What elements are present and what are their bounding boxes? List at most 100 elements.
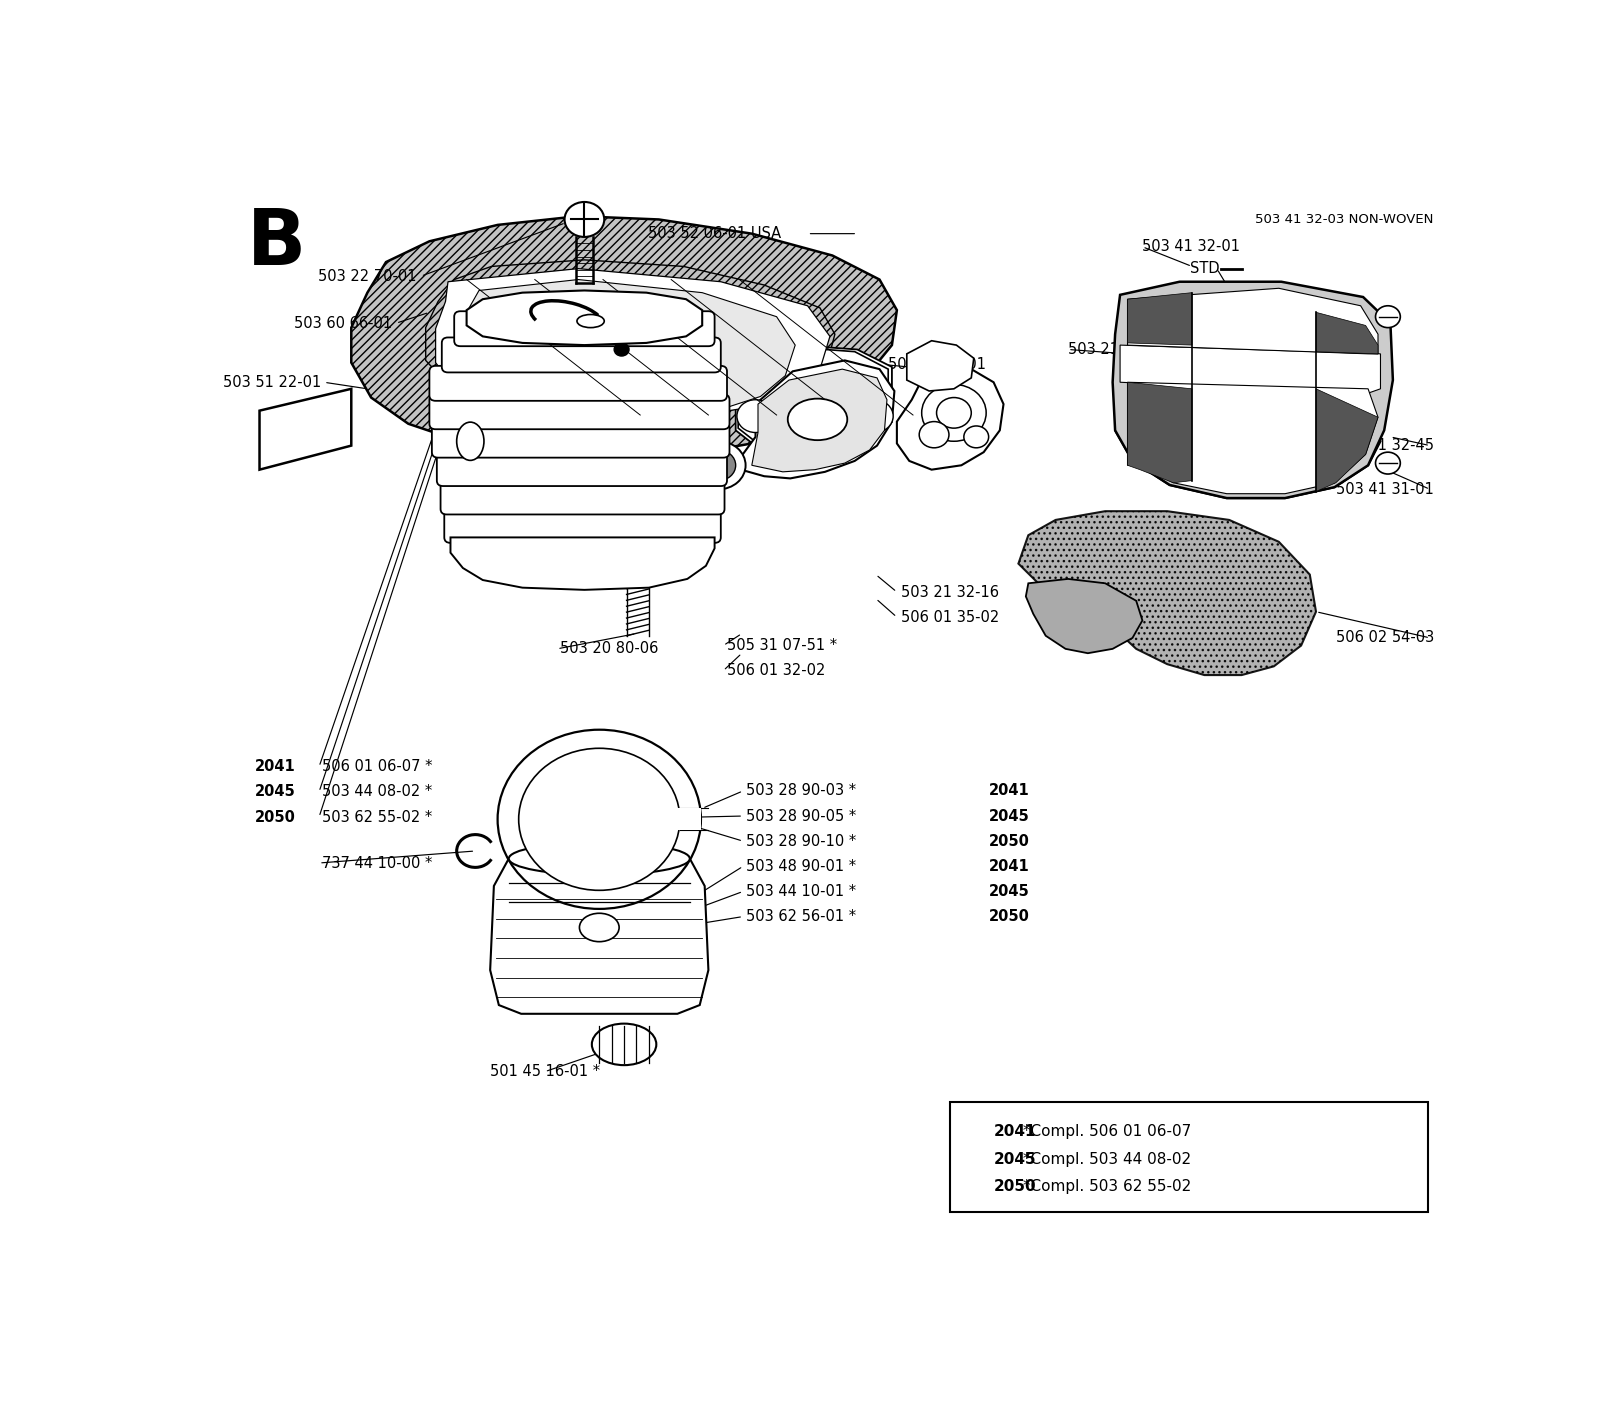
Text: 503 41 32-03 NON-WOVEN: 503 41 32-03 NON-WOVEN: [1256, 213, 1434, 226]
Text: 2041: 2041: [989, 783, 1029, 799]
Circle shape: [856, 400, 893, 433]
Text: 2045: 2045: [254, 785, 296, 799]
Polygon shape: [1315, 389, 1378, 491]
FancyBboxPatch shape: [429, 366, 726, 400]
Text: 506 02 54-03: 506 02 54-03: [1336, 630, 1434, 646]
Polygon shape: [907, 341, 974, 392]
Text: 503 21 32-16: 503 21 32-16: [1069, 342, 1166, 358]
Text: 503 28 31-01: 503 28 31-01: [888, 358, 986, 372]
Polygon shape: [1026, 579, 1142, 653]
Polygon shape: [1128, 288, 1378, 353]
Text: 2050: 2050: [254, 810, 296, 824]
Text: *Compl. 506 01 06-07: *Compl. 506 01 06-07: [1019, 1124, 1192, 1139]
Polygon shape: [898, 368, 1003, 470]
Text: 503 41 32-01: 503 41 32-01: [1142, 240, 1240, 254]
Text: 505 31 07-51 *: 505 31 07-51 *: [726, 639, 837, 653]
Ellipse shape: [456, 421, 483, 460]
Polygon shape: [490, 858, 709, 1013]
Polygon shape: [736, 345, 891, 457]
Circle shape: [691, 441, 746, 490]
FancyBboxPatch shape: [445, 508, 720, 543]
Text: 737 44 10-00 *: 737 44 10-00 *: [322, 856, 432, 870]
Text: 503 22 70-01: 503 22 70-01: [318, 268, 418, 284]
Polygon shape: [1115, 345, 1381, 498]
Text: 503 21 32-45: 503 21 32-45: [1336, 438, 1434, 453]
Circle shape: [701, 450, 736, 481]
Text: 506 01 35-02: 506 01 35-02: [901, 610, 998, 624]
Text: 503 44 10-01 *: 503 44 10-01 *: [746, 884, 856, 898]
Text: 503 21 32-16: 503 21 32-16: [901, 585, 998, 600]
Ellipse shape: [787, 399, 848, 440]
Circle shape: [498, 729, 701, 910]
Text: 506 01 06-07 *: 506 01 06-07 *: [322, 759, 432, 775]
Polygon shape: [259, 389, 352, 470]
FancyBboxPatch shape: [442, 338, 720, 372]
Text: 503 60 66-01: 503 60 66-01: [294, 316, 392, 331]
Circle shape: [565, 201, 605, 237]
Polygon shape: [451, 538, 715, 590]
Circle shape: [626, 543, 650, 566]
Polygon shape: [752, 369, 886, 473]
Polygon shape: [1128, 382, 1192, 482]
Polygon shape: [1315, 312, 1378, 353]
Text: 503 51 22-01: 503 51 22-01: [224, 375, 322, 390]
Text: 501 45 16-01 *: 501 45 16-01 *: [490, 1064, 600, 1080]
Text: 503 41 31-01: 503 41 31-01: [1336, 482, 1434, 497]
Circle shape: [1376, 305, 1400, 328]
Text: *Compl. 503 44 08-02: *Compl. 503 44 08-02: [1019, 1152, 1192, 1166]
FancyBboxPatch shape: [429, 394, 730, 429]
Circle shape: [1376, 453, 1400, 474]
Text: 501 77 00-02: 501 77 00-02: [774, 429, 874, 443]
Text: STD: STD: [1189, 261, 1219, 277]
Circle shape: [614, 343, 629, 356]
FancyBboxPatch shape: [454, 311, 715, 346]
Polygon shape: [1019, 511, 1315, 675]
Text: 2050: 2050: [994, 1179, 1037, 1193]
Polygon shape: [733, 360, 894, 478]
Text: *Compl. 503 62 55-02: *Compl. 503 62 55-02: [1019, 1179, 1192, 1193]
Circle shape: [963, 426, 989, 448]
Text: 506 01 32-02: 506 01 32-02: [726, 663, 826, 678]
Text: 2045: 2045: [994, 1152, 1037, 1166]
Text: 503 44 08-02 *: 503 44 08-02 *: [322, 785, 432, 799]
Polygon shape: [1128, 382, 1378, 494]
Polygon shape: [467, 291, 702, 345]
FancyBboxPatch shape: [437, 451, 726, 487]
Text: 503 52 06-01 USA: 503 52 06-01 USA: [648, 226, 781, 241]
Text: 2050: 2050: [989, 910, 1029, 924]
FancyBboxPatch shape: [674, 809, 701, 830]
Text: 501 52 78-01: 501 52 78-01: [774, 403, 872, 419]
Text: 503 28 90-10 *: 503 28 90-10 *: [746, 833, 856, 849]
FancyBboxPatch shape: [440, 480, 725, 515]
Text: 503 20 80-06: 503 20 80-06: [560, 641, 658, 657]
Text: 2050: 2050: [989, 833, 1029, 849]
Polygon shape: [352, 216, 898, 458]
Text: 2041: 2041: [254, 759, 296, 775]
Circle shape: [518, 748, 680, 890]
Ellipse shape: [592, 1023, 656, 1066]
FancyBboxPatch shape: [950, 1103, 1427, 1212]
Circle shape: [936, 397, 971, 429]
Text: 503 62 56-01 *: 503 62 56-01 *: [746, 910, 856, 924]
Text: 2045: 2045: [989, 884, 1029, 898]
Text: 2045: 2045: [989, 809, 1029, 823]
Text: 2041: 2041: [989, 858, 1029, 874]
Ellipse shape: [578, 315, 605, 328]
Text: 2041: 2041: [994, 1124, 1037, 1139]
Circle shape: [918, 421, 949, 448]
Polygon shape: [1128, 292, 1192, 345]
FancyBboxPatch shape: [432, 423, 730, 458]
Polygon shape: [461, 280, 795, 417]
Polygon shape: [1112, 282, 1394, 498]
Text: 503 62 55-02 *: 503 62 55-02 *: [322, 810, 432, 824]
Text: 503 28 90-05 *: 503 28 90-05 *: [746, 809, 856, 823]
Text: B: B: [246, 206, 306, 281]
Polygon shape: [1120, 345, 1381, 393]
Text: 503 48 90-01 *: 503 48 90-01 *: [746, 858, 856, 874]
Text: 503 28 90-03 *: 503 28 90-03 *: [746, 783, 856, 799]
Polygon shape: [426, 260, 835, 417]
Ellipse shape: [509, 843, 690, 876]
Circle shape: [922, 385, 986, 441]
Circle shape: [738, 400, 774, 433]
Ellipse shape: [579, 914, 619, 942]
